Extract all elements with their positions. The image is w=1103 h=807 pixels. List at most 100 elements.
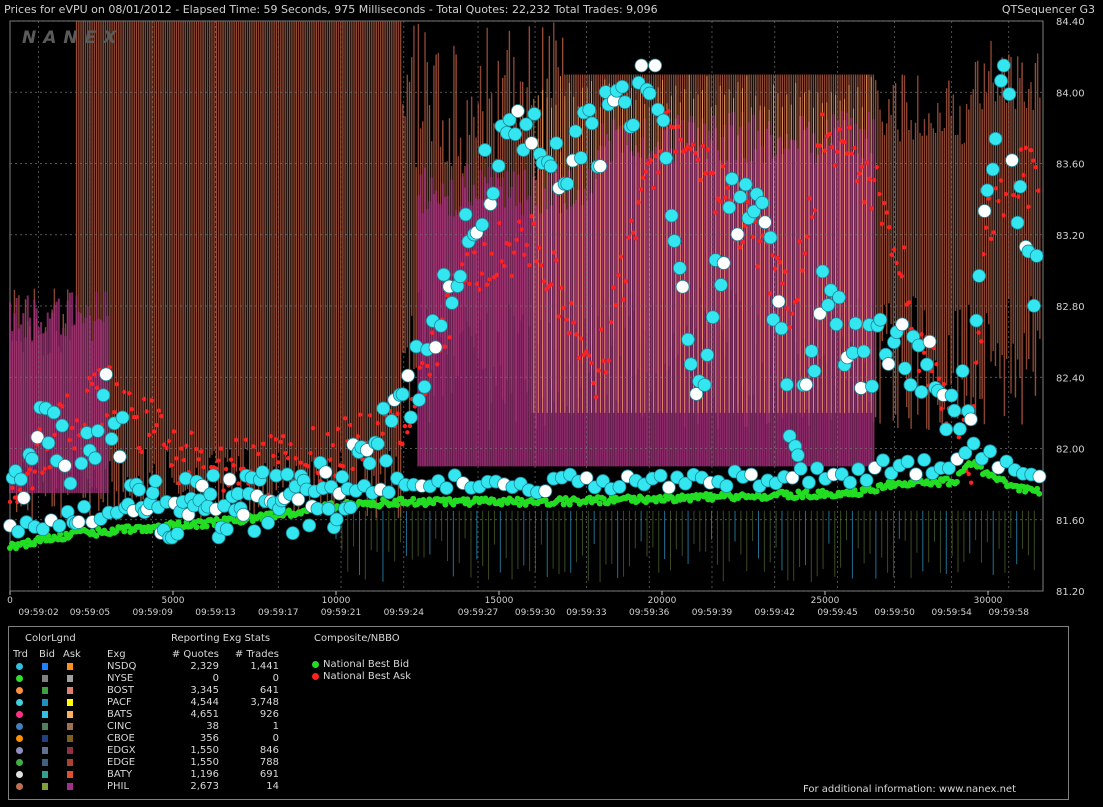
bid-point bbox=[420, 496, 427, 503]
trade-point bbox=[829, 317, 844, 332]
exchange-trades: 14 bbox=[266, 781, 279, 792]
ask-point bbox=[688, 146, 693, 152]
ask-point bbox=[25, 471, 30, 476]
ask-point bbox=[805, 234, 810, 239]
ask-point bbox=[703, 171, 708, 176]
trade-point bbox=[873, 312, 888, 327]
nbbo-label: National Best Bid bbox=[323, 659, 410, 670]
trade-point bbox=[206, 468, 221, 483]
trade-point bbox=[475, 217, 490, 232]
ask-point bbox=[807, 196, 812, 201]
ask-point bbox=[12, 495, 18, 500]
ask-point bbox=[675, 124, 681, 129]
exchange-trades: 1,441 bbox=[250, 661, 279, 672]
trade-point bbox=[486, 186, 501, 201]
trade-point bbox=[52, 518, 67, 533]
ask-point bbox=[1028, 147, 1034, 153]
ask-point bbox=[134, 414, 139, 420]
ask-point bbox=[715, 196, 721, 201]
ask-point bbox=[427, 372, 432, 377]
ask-point bbox=[531, 221, 537, 226]
ask-point bbox=[519, 227, 524, 232]
trade-point bbox=[524, 136, 539, 151]
exchange-name: CINC bbox=[107, 721, 132, 732]
trade-point bbox=[865, 379, 879, 394]
trade-point bbox=[318, 465, 333, 480]
ask-point bbox=[941, 381, 947, 387]
ask-point bbox=[7, 499, 13, 505]
trade-point bbox=[675, 279, 690, 294]
ask-point bbox=[502, 263, 507, 269]
ask-point bbox=[775, 255, 780, 261]
y-tick-label: 83.60 bbox=[1056, 160, 1085, 171]
ask-point bbox=[787, 325, 793, 330]
trade-point bbox=[88, 451, 103, 466]
y-tick-label: 81.20 bbox=[1056, 587, 1085, 598]
trade-point bbox=[112, 449, 127, 464]
ask-point bbox=[693, 150, 698, 156]
ask-point bbox=[340, 463, 346, 469]
legend-col-exg: Exg bbox=[107, 649, 126, 660]
x-time-tick-label: 09:59:36 bbox=[629, 608, 670, 618]
ask-point bbox=[613, 302, 619, 308]
trade-point bbox=[538, 484, 553, 499]
ask-point bbox=[817, 143, 822, 148]
ask-point bbox=[283, 450, 288, 456]
exchange-quotes: 1,196 bbox=[190, 769, 219, 780]
ask-point bbox=[194, 446, 199, 452]
trade-point bbox=[996, 58, 1011, 73]
ask-point bbox=[618, 254, 624, 259]
exchange-trades: 0 bbox=[272, 673, 279, 684]
trade-point bbox=[785, 470, 800, 485]
ask-point bbox=[745, 199, 750, 205]
trade-point bbox=[634, 58, 649, 73]
nbbo-color-dot bbox=[312, 661, 319, 668]
ask-point bbox=[358, 412, 363, 417]
trade-point bbox=[747, 204, 761, 219]
ask-point bbox=[882, 200, 887, 206]
ask-point bbox=[184, 443, 189, 449]
bid-color-swatch bbox=[42, 675, 48, 682]
ask-point bbox=[646, 161, 651, 166]
ask-point bbox=[144, 409, 149, 414]
ask-point bbox=[897, 271, 902, 276]
trade-point bbox=[384, 414, 399, 428]
y-tick-label: 82.40 bbox=[1056, 373, 1085, 384]
x-seq-tick-label: 30000 bbox=[974, 596, 1003, 606]
exchange-name: EDGX bbox=[107, 745, 136, 756]
ask-point bbox=[864, 160, 870, 165]
ask-point bbox=[978, 339, 984, 344]
ask-point bbox=[164, 445, 169, 451]
trade-point bbox=[203, 487, 218, 502]
trade-point bbox=[47, 405, 61, 420]
ask-point bbox=[564, 317, 569, 322]
ask-point bbox=[417, 365, 423, 371]
exchange-trades: 641 bbox=[259, 685, 279, 696]
trade-point bbox=[922, 334, 937, 349]
ask-point bbox=[129, 406, 134, 412]
bid-color-swatch bbox=[42, 759, 48, 766]
bid-point bbox=[498, 501, 505, 508]
ask-point bbox=[59, 404, 65, 409]
ask-color-swatch bbox=[67, 723, 73, 730]
ask-point bbox=[623, 278, 629, 284]
ask-point bbox=[89, 381, 95, 387]
trade-point bbox=[14, 472, 28, 487]
ask-point bbox=[236, 481, 241, 486]
trade-point bbox=[793, 461, 808, 476]
exchange-name: NSDQ bbox=[107, 661, 137, 672]
ask-point bbox=[790, 311, 795, 316]
trade-point bbox=[1029, 249, 1044, 263]
ask-point bbox=[589, 360, 594, 366]
x-time-tick-label: 09:59:02 bbox=[18, 608, 58, 618]
legend-col-trades: # Trades bbox=[234, 649, 279, 660]
ask-point bbox=[467, 281, 472, 287]
exchange-name: PHIL bbox=[107, 781, 130, 792]
legend-panel: ColorLgnd Reporting Exg Stats Composite/… bbox=[8, 626, 1069, 800]
legend-col-ask: Ask bbox=[63, 649, 81, 660]
trade-point bbox=[222, 472, 237, 487]
trade-point bbox=[972, 268, 986, 283]
trade-point bbox=[653, 468, 668, 483]
trade-point bbox=[321, 502, 336, 516]
ask-color-swatch bbox=[67, 711, 73, 718]
